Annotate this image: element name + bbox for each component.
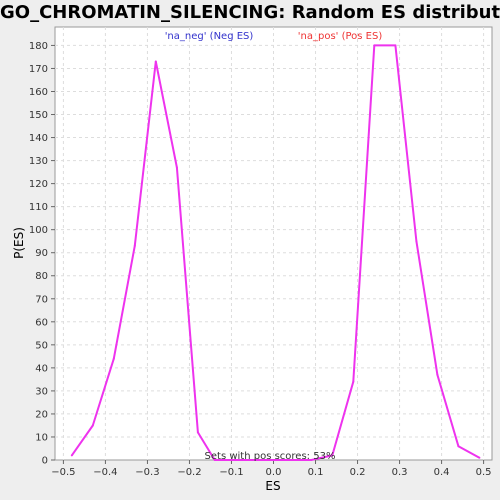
y-tick-label: 50 (35, 340, 48, 351)
data-point (415, 240, 418, 243)
data-point (436, 373, 439, 376)
data-point (175, 166, 178, 169)
x-tick-label: 0.2 (350, 467, 366, 478)
x-tick-label: 0.5 (476, 467, 492, 478)
y-tick-label: 80 (35, 271, 48, 282)
x-tick-label: 0.0 (266, 467, 282, 478)
series-layer (70, 44, 481, 461)
data-point (196, 431, 199, 434)
x-tick-label: −0.5 (51, 467, 75, 478)
x-tick-label: −0.3 (135, 467, 159, 478)
data-point (478, 456, 481, 459)
x-tick-label: 0.3 (392, 467, 408, 478)
y-tick-label: 30 (35, 386, 48, 397)
y-tick-label: 20 (35, 409, 48, 420)
x-axis: −0.5 −0.4 −0.3 −0.2 −0.1 0.0 0.1 0.2 0.3 0.4 0.5 (51, 460, 492, 478)
data-point (373, 44, 376, 47)
y-tick-label: 110 (29, 202, 48, 213)
data-point (91, 424, 94, 427)
x-tick-label: −0.4 (93, 467, 117, 478)
y-tick-label: 60 (35, 317, 48, 328)
legend-item: 'na_pos' (Pos ES) (298, 31, 383, 42)
y-axis-title: P(ES) (12, 227, 26, 259)
y-tick-label: 120 (29, 179, 48, 190)
grid-lines (55, 27, 492, 460)
legend: 'na_neg' (Neg ES) 'na_pos' (Pos ES) (165, 31, 383, 42)
y-tick-label: 100 (29, 225, 48, 236)
data-point (331, 454, 334, 457)
y-tick-label: 140 (29, 133, 48, 144)
x-tick-label: −0.2 (177, 467, 201, 478)
data-point (154, 60, 157, 63)
y-tick-label: 130 (29, 156, 48, 167)
chart-title: GO_CHROMATIN_SILENCING: Random ES distri… (0, 2, 500, 23)
x-tick-label: −0.1 (219, 467, 243, 478)
x-axis-title: ES (265, 479, 280, 493)
y-tick-label: 160 (29, 87, 48, 98)
data-point (272, 459, 275, 461)
y-tick-label: 70 (35, 294, 48, 305)
x-tick-label: 0.1 (308, 467, 324, 478)
pos-scores-annotation: Sets with pos scores: 53% (205, 451, 336, 462)
y-tick-label: 10 (35, 432, 48, 443)
data-point (234, 459, 237, 461)
y-tick-label: 180 (29, 41, 48, 52)
data-point (112, 357, 115, 360)
data-point (70, 454, 73, 457)
data-point (310, 459, 313, 461)
y-tick-label: 150 (29, 110, 48, 121)
y-tick-label: 40 (35, 363, 48, 374)
legend-item: 'na_neg' (Neg ES) (165, 31, 254, 42)
data-point (394, 44, 397, 47)
data-point (133, 244, 136, 247)
y-tick-label: 90 (35, 248, 48, 259)
y-tick-label: 170 (29, 64, 48, 75)
y-axis: 0 10 20 30 40 50 60 70 80 90 100 110 120 130 140 150 160… (29, 41, 55, 467)
data-point (457, 445, 460, 448)
data-point (213, 459, 216, 461)
data-point (352, 380, 355, 383)
x-tick-label: 0.4 (434, 467, 450, 478)
y-tick-label: 0 (42, 456, 48, 467)
